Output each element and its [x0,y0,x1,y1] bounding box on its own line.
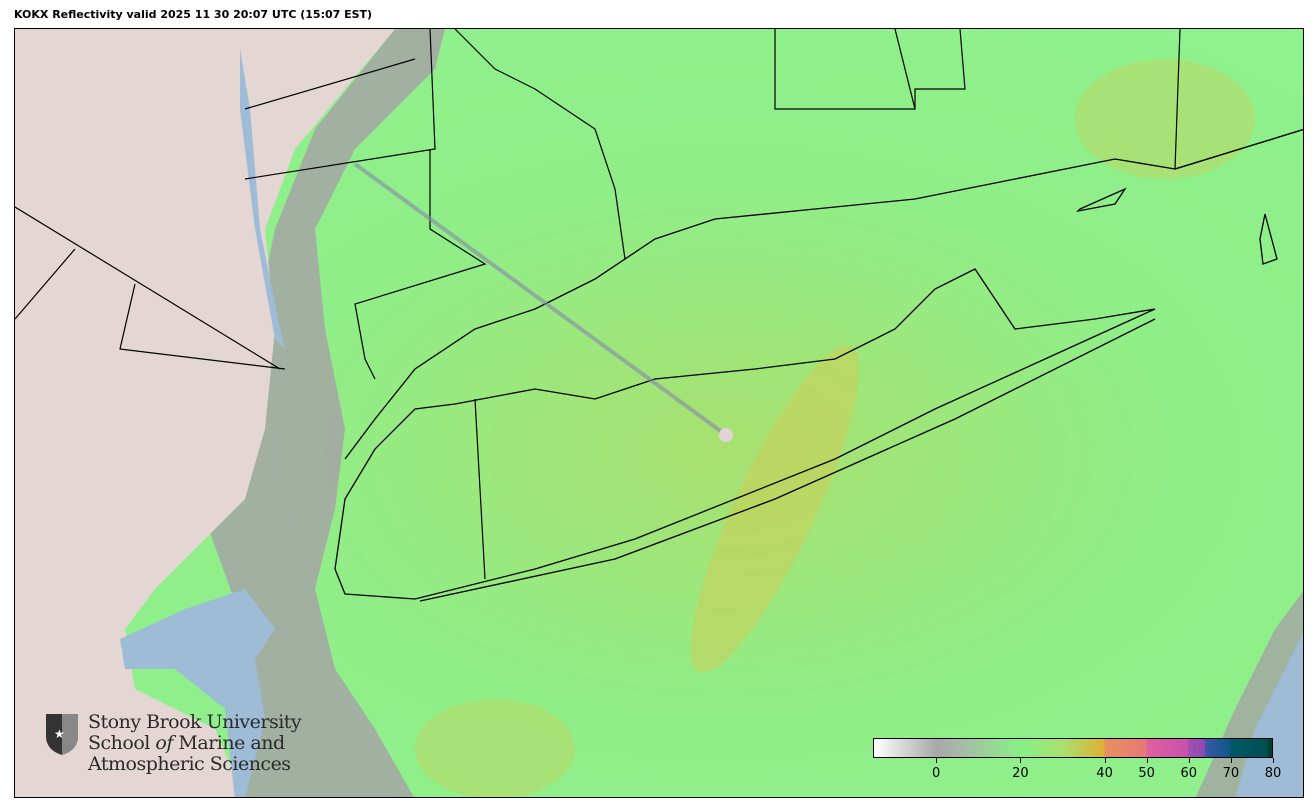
logo-line-3: Atmospheric Sciences [88,753,291,775]
shield-logo-icon: ★ [46,714,78,755]
block-island [1259,213,1278,265]
colorbar-tick [1188,758,1190,763]
colorbar-tick [1230,758,1232,763]
colorbar-tick-label: 80 [1264,766,1282,781]
echo-band [690,344,860,674]
land-area [15,29,395,797]
long-island-outline [334,268,1156,600]
echo-band [415,699,575,797]
sbu-somas-logo: ★ Stony Brook University School of Marin… [44,711,302,775]
colorbar-tick-label: 60 [1180,766,1198,781]
colorbar-tick [936,758,938,763]
echo-band [1075,59,1255,179]
fishers-island [1076,187,1127,213]
map-canvas [15,29,1303,797]
reflectivity-colorbar [873,738,1273,758]
state-boundaries [15,29,1303,580]
coastline [344,128,1303,460]
map-title: KOKX Reflectivity valid 2025 11 30 20:07… [14,8,373,21]
colorbar-tick-label: 70 [1222,766,1240,781]
colorbar-tick [1273,758,1274,763]
barrier-island [419,318,1156,602]
logo-line-1: Stony Brook University [88,711,302,733]
svg-text:★: ★ [54,727,65,741]
radar-map[interactable] [14,28,1304,798]
ny-harbor [120,589,275,797]
colorbar-tick-label: 20 [1012,766,1029,781]
logo-line-2: School of Marine and [88,732,285,754]
colorbar-tick-label: 0 [932,766,941,781]
colorbar-tick [1020,758,1022,763]
colorbar-tick [1146,758,1148,763]
radar-site-marker[interactable] [719,428,733,442]
hudson-river [240,49,285,349]
clutter-region [165,29,445,797]
colorbar-tick-label: 50 [1138,766,1155,781]
beam-blockage-spoke [353,162,728,437]
colorbar-tick-label: 40 [1096,766,1113,781]
colorbar-tick [1104,758,1106,763]
